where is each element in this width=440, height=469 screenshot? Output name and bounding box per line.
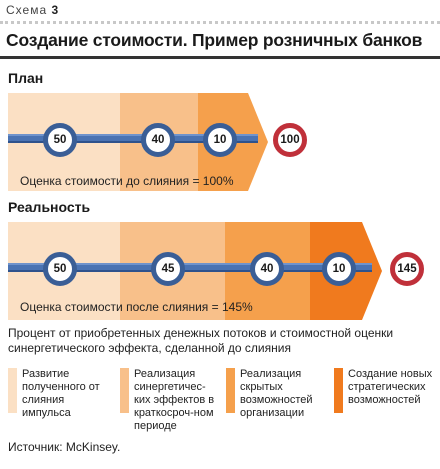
scheme-label: Схема 3	[6, 3, 59, 17]
legend-text: Развитие полученного от слияния импульса	[22, 368, 100, 419]
reality-node-2: 45	[151, 252, 185, 286]
legend-swatch	[226, 368, 235, 413]
reality-node-4: 10	[322, 252, 356, 286]
legend-item-momentum: Развитие полученного от слияния импульса	[8, 368, 108, 420]
scheme-word: Схема	[6, 3, 48, 17]
reality-arrow-tip	[362, 222, 382, 320]
reality-node-3: 40	[250, 252, 284, 286]
legend-text: Создание новых стратегических возможност…	[348, 368, 433, 406]
legend-swatch	[8, 368, 17, 413]
reality-total-node: 145	[390, 252, 424, 286]
plan-total-node: 100	[273, 123, 307, 157]
plan-label: План	[8, 70, 44, 86]
reality-flow-line	[8, 263, 372, 272]
plan-flow-line	[8, 134, 258, 143]
plan-arrow-tip	[248, 93, 268, 191]
plan-node-1: 50	[43, 123, 77, 157]
plan-node-3: 10	[203, 123, 237, 157]
reality-node-1: 50	[43, 252, 77, 286]
legend-swatch	[120, 368, 129, 413]
legend-item-new: Создание новых стратегических возможност…	[334, 368, 438, 413]
legend-swatch	[334, 368, 343, 413]
title-rule	[0, 56, 440, 59]
legend-text: Реализация синергетичес-ких эффектов в к…	[134, 368, 215, 432]
plan-valuation: Оценка стоимости до слияния = 100%	[20, 174, 234, 188]
reality-valuation: Оценка стоимости после слияния = 145%	[20, 300, 253, 314]
top-dotted-rule	[0, 21, 440, 24]
scheme-number: 3	[51, 3, 60, 17]
page-title: Создание стоимости. Пример розничных бан…	[6, 30, 423, 50]
legend-item-synergy: Реализация синергетичес-ких эффектов в к…	[120, 368, 220, 433]
legend-item-hidden: Реализация скрытых возможностей организа…	[226, 368, 332, 420]
source-note: Источник: McKinsey.	[8, 440, 121, 454]
reality-label: Реальность	[8, 199, 91, 215]
legend-description: Процент от приобретенных денежных потоко…	[8, 326, 394, 355]
plan-node-2: 40	[141, 123, 175, 157]
legend-text: Реализация скрытых возможностей организа…	[240, 368, 313, 419]
